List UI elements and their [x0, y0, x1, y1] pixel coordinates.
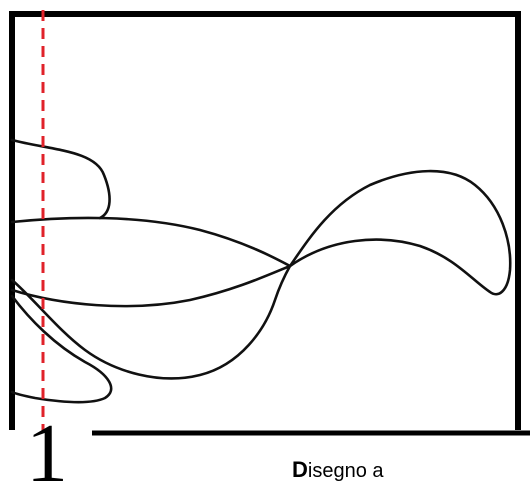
upper-wave-stroke [10, 169, 512, 296]
caption-initial: D [292, 457, 308, 482]
line-drawing [10, 138, 512, 404]
step-number: 1 [26, 407, 68, 500]
caption-text: isegno a [307, 460, 384, 482]
lower-stroke [10, 264, 292, 380]
frame-border [9, 11, 521, 430]
caption: Disegno a [292, 458, 384, 483]
lower-lobe-stroke [10, 294, 113, 404]
middle-stroke [10, 264, 292, 308]
upper-lobe-stroke [10, 138, 111, 220]
